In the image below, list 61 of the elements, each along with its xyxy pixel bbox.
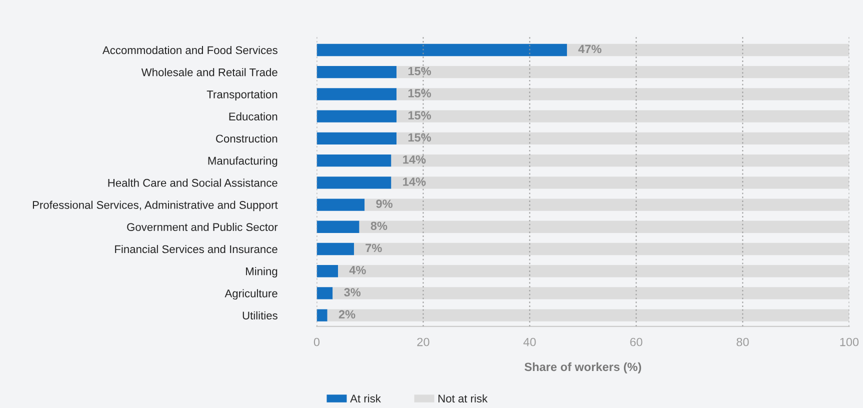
x-tick-label: 60 xyxy=(630,338,642,346)
data-label: 15% xyxy=(408,111,432,120)
data-label: 8% xyxy=(370,222,388,230)
data-label: 2% xyxy=(338,310,356,318)
x-tick-label: 80 xyxy=(736,338,749,346)
y-tick-label: Manufacturing xyxy=(208,156,278,167)
data-label: 14% xyxy=(403,155,426,164)
data-label: 15% xyxy=(408,89,432,98)
bar xyxy=(327,309,850,322)
bar xyxy=(396,132,850,145)
data-label: 7% xyxy=(366,244,382,252)
y-tick-label: Construction xyxy=(216,134,278,143)
bar xyxy=(391,176,850,189)
y-tick-label: Health Care and Social Assistance xyxy=(108,178,278,187)
data-label: 14% xyxy=(403,178,426,186)
bar xyxy=(364,198,850,211)
bar xyxy=(316,176,392,189)
bar xyxy=(316,88,397,100)
bar xyxy=(566,44,850,56)
y-tick-label: Utilities xyxy=(242,311,278,320)
bar xyxy=(316,287,333,300)
bar xyxy=(316,220,360,233)
data-label: 15% xyxy=(408,66,432,76)
bar xyxy=(396,110,850,122)
data-label: 47% xyxy=(578,44,602,54)
bar xyxy=(316,66,397,78)
x-tick-label: 20 xyxy=(417,338,430,346)
y-tick-label: Mining xyxy=(246,267,278,278)
bar xyxy=(316,242,354,256)
bar xyxy=(316,198,365,211)
bar xyxy=(316,309,328,322)
bar xyxy=(316,265,338,278)
x-tick-label: 100 xyxy=(840,338,859,346)
y-tick-label: Accommodation and Food Services xyxy=(102,46,278,54)
legend-label: Not at risk xyxy=(438,394,488,402)
x-tick-label: 0 xyxy=(314,338,320,346)
y-tick-label: Agriculture xyxy=(224,289,278,300)
y-tick-label: Financial Services and Insurance xyxy=(115,244,278,254)
bar xyxy=(359,220,850,233)
y-tick-label: Professional Services, Administrative and Support xyxy=(32,200,278,212)
bar xyxy=(316,110,397,122)
y-tick-label: Education xyxy=(229,112,278,120)
bar xyxy=(338,265,850,278)
bar xyxy=(332,287,850,300)
bar xyxy=(396,88,850,100)
y-tick-label: Transportation xyxy=(206,90,278,101)
data-label: 15% xyxy=(408,133,432,142)
bar xyxy=(316,44,567,56)
bar xyxy=(354,242,850,256)
bar xyxy=(316,154,392,167)
legend-label: At risk xyxy=(350,394,381,402)
bar xyxy=(391,154,850,167)
data-label: 4% xyxy=(349,266,366,274)
y-tick-label: Government and Public Sector xyxy=(127,222,278,232)
x-tick-label: 40 xyxy=(523,338,536,346)
x-axis-title: Share of workers (%) xyxy=(524,362,642,374)
y-tick-label: Wholesale and Retail Trade xyxy=(141,68,278,76)
data-label: 3% xyxy=(344,288,361,296)
bar xyxy=(396,66,850,78)
data-label: 9% xyxy=(376,200,393,208)
bar xyxy=(316,132,397,145)
